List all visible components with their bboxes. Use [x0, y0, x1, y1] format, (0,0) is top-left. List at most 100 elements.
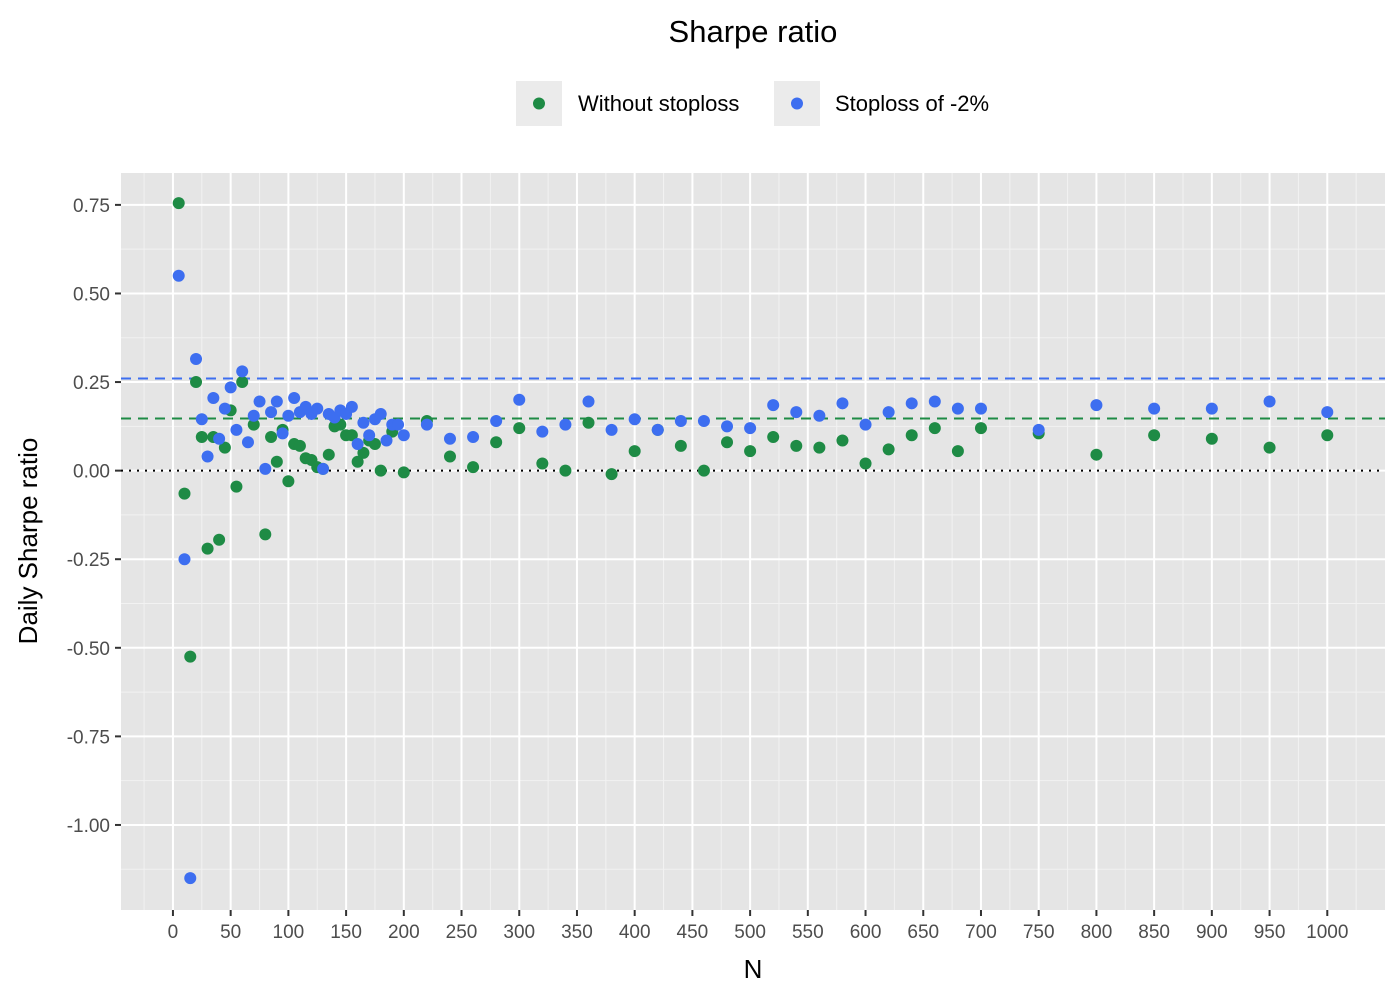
point-stoploss: [536, 425, 549, 438]
y-tick-label: -0.75: [67, 727, 110, 748]
point-stoploss: [928, 395, 941, 408]
point-without-stoploss: [282, 475, 295, 488]
point-without-stoploss: [1205, 432, 1218, 445]
point-without-stoploss: [397, 466, 410, 479]
point-stoploss: [207, 391, 220, 404]
point-stoploss: [201, 450, 214, 463]
point-stoploss: [392, 418, 405, 431]
point-stoploss: [605, 423, 618, 436]
point-stoploss: [253, 395, 266, 408]
point-without-stoploss: [236, 376, 249, 389]
point-stoploss: [859, 418, 872, 431]
point-stoploss: [241, 436, 254, 449]
point-stoploss: [351, 438, 364, 451]
y-tick-label: 0.50: [73, 284, 110, 305]
point-stoploss: [190, 353, 203, 366]
point-without-stoploss: [443, 450, 456, 463]
point-without-stoploss: [882, 443, 895, 456]
x-tick-label: 150: [330, 922, 362, 943]
point-stoploss: [357, 416, 370, 429]
y-tick-label: -0.25: [67, 550, 110, 571]
point-without-stoploss: [974, 422, 987, 435]
point-stoploss: [317, 462, 330, 475]
point-stoploss: [1148, 402, 1161, 415]
legend-label-without-stoploss: Without stoploss: [578, 91, 739, 116]
x-tick-label: 200: [388, 922, 420, 943]
y-tick-label: -1.00: [67, 816, 110, 837]
point-stoploss: [397, 429, 410, 442]
point-stoploss: [380, 434, 393, 447]
point-without-stoploss: [628, 445, 641, 458]
point-without-stoploss: [357, 446, 370, 459]
chart-title: Sharpe ratio: [669, 14, 838, 49]
point-stoploss: [184, 872, 197, 885]
x-tick-label: 300: [503, 922, 535, 943]
point-stoploss: [790, 406, 803, 419]
point-stoploss: [767, 399, 780, 412]
x-tick-label: 550: [792, 922, 824, 943]
point-without-stoploss: [368, 438, 381, 451]
point-stoploss: [265, 406, 278, 419]
point-stoploss: [172, 269, 185, 282]
point-stoploss: [259, 462, 272, 475]
x-axis: 0 50 100 150 200 250 300 350 400 450 500 550 600 650 7…: [168, 910, 1348, 943]
point-without-stoploss: [172, 197, 185, 210]
point-without-stoploss: [201, 542, 214, 555]
point-without-stoploss: [259, 528, 272, 541]
point-stoploss: [721, 420, 734, 433]
point-stoploss: [1263, 395, 1276, 408]
point-without-stoploss: [184, 650, 197, 663]
point-without-stoploss: [767, 430, 780, 443]
point-stoploss: [744, 422, 757, 435]
point-without-stoploss: [951, 445, 964, 458]
point-without-stoploss: [213, 533, 226, 546]
point-without-stoploss: [218, 441, 231, 454]
point-without-stoploss: [374, 464, 387, 477]
plot-panel: [121, 173, 1385, 910]
point-stoploss: [628, 413, 641, 426]
point-stoploss: [674, 415, 687, 428]
point-stoploss: [345, 400, 358, 413]
point-stoploss: [513, 393, 526, 406]
point-stoploss: [905, 397, 918, 410]
point-stoploss: [374, 407, 387, 420]
point-without-stoploss: [513, 422, 526, 435]
point-stoploss: [1032, 423, 1045, 436]
point-without-stoploss: [351, 455, 364, 468]
point-stoploss: [443, 432, 456, 445]
point-without-stoploss: [674, 439, 687, 452]
point-stoploss: [951, 402, 964, 415]
point-without-stoploss: [697, 464, 710, 477]
point-without-stoploss: [178, 487, 191, 500]
x-tick-label: 450: [677, 922, 709, 943]
point-stoploss: [467, 430, 480, 443]
point-without-stoploss: [467, 461, 480, 474]
x-tick-label: 250: [446, 922, 478, 943]
point-stoploss: [195, 413, 208, 426]
legend-key-without-stoploss: [533, 97, 545, 110]
point-without-stoploss: [345, 429, 358, 442]
point-stoploss: [282, 409, 295, 422]
point-without-stoploss: [230, 480, 243, 493]
point-without-stoploss: [322, 448, 335, 461]
point-stoploss: [813, 409, 826, 422]
x-tick-label: 100: [273, 922, 305, 943]
point-stoploss: [1090, 399, 1103, 412]
point-without-stoploss: [1321, 429, 1334, 442]
y-tick-label: 0.25: [73, 373, 110, 394]
x-tick-label: 1000: [1306, 922, 1348, 943]
point-stoploss: [276, 427, 289, 440]
x-tick-label: 950: [1254, 922, 1286, 943]
point-without-stoploss: [928, 422, 941, 435]
x-tick-label: 0: [168, 922, 179, 943]
point-stoploss: [218, 402, 231, 415]
legend: Without stoploss Stoploss of -2%: [516, 81, 989, 126]
point-stoploss: [697, 415, 710, 428]
point-without-stoploss: [721, 436, 734, 449]
grid-major: [121, 173, 1385, 910]
point-without-stoploss: [744, 445, 757, 458]
y-tick-label: 0.00: [73, 462, 110, 483]
point-without-stoploss: [582, 416, 595, 429]
point-without-stoploss: [490, 436, 503, 449]
